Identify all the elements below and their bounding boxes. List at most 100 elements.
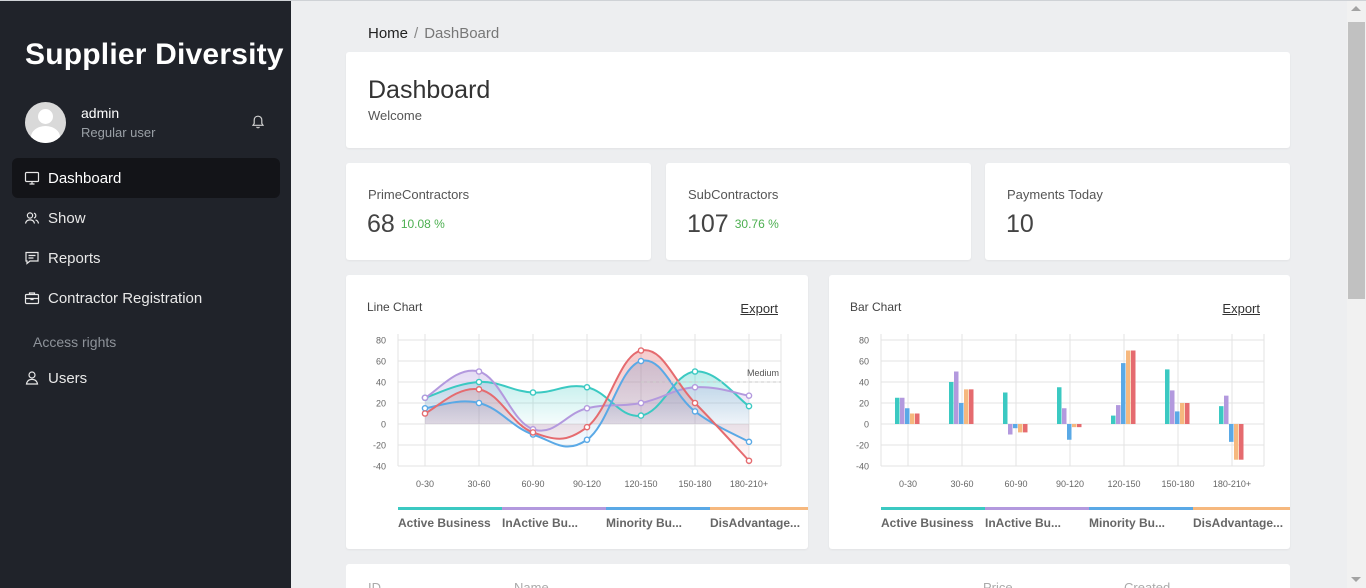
data-point xyxy=(583,423,591,431)
stat-value-wrap: 107 30.76 % xyxy=(687,210,779,239)
data-point xyxy=(475,386,483,393)
data-point xyxy=(637,412,645,419)
y-tick-label: 20 xyxy=(376,399,386,409)
sidebar-item-dashboard[interactable]: Dashboard xyxy=(12,158,280,198)
stat-label: PrimeContractors xyxy=(368,187,470,202)
table-header-id[interactable]: ID xyxy=(368,580,381,588)
legend-item-inactive-business[interactable]: InActive Bu... xyxy=(502,507,606,537)
y-tick-label: 20 xyxy=(859,399,869,409)
legend-item-active-business[interactable]: Active Business xyxy=(398,507,502,537)
data-point xyxy=(529,429,537,436)
message-icon xyxy=(25,251,39,265)
legend-item-minority-business[interactable]: Minority Bu... xyxy=(606,507,710,537)
bar-mark xyxy=(1008,424,1013,435)
x-tick-label: 180-210+ xyxy=(1213,479,1251,489)
table-header-created[interactable]: Created xyxy=(1124,580,1171,588)
line-chart: 80 60 40 20 0 -20 -40 0-30 30-60 60-90 90-120 120-1… xyxy=(373,334,782,489)
x-tick-label: 150-180 xyxy=(1161,479,1194,489)
data-point xyxy=(745,392,753,399)
avatar[interactable] xyxy=(25,102,66,143)
y-tick-label: 80 xyxy=(376,336,386,346)
table-header-price[interactable]: Price xyxy=(983,580,1013,588)
data-point xyxy=(691,383,699,391)
bar-mark xyxy=(1165,369,1170,424)
legend-label: Minority Bu... xyxy=(606,516,682,530)
bar-mark xyxy=(1126,350,1131,424)
bar-mark xyxy=(1175,411,1180,424)
legend-swatch xyxy=(710,507,808,510)
monitor-icon xyxy=(24,171,40,185)
page-subtitle: Welcome xyxy=(368,108,422,123)
bell-icon[interactable] xyxy=(250,114,266,130)
data-point xyxy=(691,408,699,415)
breadcrumb: Home / DashBoard xyxy=(368,25,499,42)
bar-mark xyxy=(964,389,969,424)
y-tick-label: 60 xyxy=(859,357,869,367)
user-name: admin xyxy=(81,105,120,121)
sidebar-item-contractor-registration[interactable]: Contractor Registration xyxy=(12,278,280,318)
bar-mark xyxy=(969,389,974,424)
sidebar-item-reports[interactable]: Reports xyxy=(12,238,280,278)
sidebar-item-show[interactable]: Show xyxy=(12,198,280,238)
bar-chart-card: Bar Chart Export 80 60 40 20 0 -20 -40 0-30 30-6… xyxy=(829,275,1290,549)
legend-swatch xyxy=(985,507,1089,510)
scroll-up-arrow-icon[interactable] xyxy=(1351,6,1361,11)
data-point xyxy=(583,404,591,412)
y-tick-label: 0 xyxy=(381,420,386,430)
access-rights-heading: Access rights xyxy=(33,334,117,350)
legend-swatch xyxy=(606,507,710,510)
bar-chart: 80 60 40 20 0 -20 -40 0-30 30-60 60-90 90-120 120-1… xyxy=(856,334,1265,489)
bar-mark xyxy=(1062,408,1067,424)
x-tick-label: 60-90 xyxy=(1004,479,1027,489)
legend-item-minority-business[interactable]: Minority Bu... xyxy=(1089,507,1193,537)
bar-mark xyxy=(1234,424,1239,460)
bar-mark xyxy=(959,403,964,424)
data-table-card: ID Name Price Created xyxy=(346,564,1290,588)
legend-item-inactive-business[interactable]: InActive Bu... xyxy=(985,507,1089,537)
legend-item-active-business[interactable]: Active Business xyxy=(881,507,985,537)
user-role: Regular user xyxy=(81,125,156,140)
x-tick-label: 30-60 xyxy=(950,479,973,489)
stat-value: 107 xyxy=(687,210,729,238)
legend-label: Active Business xyxy=(881,516,974,530)
sidebar-item-label: Contractor Registration xyxy=(48,289,203,307)
legend-item-disadvantaged-business[interactable]: DisAdvantage... xyxy=(710,507,808,537)
bar-mark xyxy=(1180,403,1185,424)
y-tick-label: -40 xyxy=(856,462,869,472)
data-point xyxy=(421,410,429,417)
data-point xyxy=(745,457,753,465)
x-tick-label: 60-90 xyxy=(521,479,544,489)
legend-label: InActive Bu... xyxy=(985,516,1062,530)
x-tick-label: 90-120 xyxy=(573,479,601,489)
user-icon xyxy=(25,371,39,385)
line-chart-export-button[interactable]: Export xyxy=(740,301,778,316)
y-tick-label: -40 xyxy=(373,462,386,472)
data-point xyxy=(637,357,645,365)
bar-mark xyxy=(1121,363,1126,424)
data-point xyxy=(637,399,645,407)
line-chart-card: Line Chart Export 80 60 40 20 0 -20 -40 0-30 30-… xyxy=(346,275,808,549)
stat-card-sub-contractors: SubContractors 107 30.76 % xyxy=(666,163,971,260)
bar-mark xyxy=(1224,395,1229,424)
stat-label: SubContractors xyxy=(688,187,779,202)
bar-mark xyxy=(1219,406,1224,424)
breadcrumb-separator: / xyxy=(414,25,419,42)
user-profile: admin Regular user xyxy=(25,102,275,143)
bar-mark xyxy=(895,397,900,424)
legend-swatch xyxy=(502,507,606,510)
y-tick-label: 80 xyxy=(859,336,869,346)
legend-swatch xyxy=(1089,507,1193,510)
bar-mark xyxy=(910,413,915,424)
data-point xyxy=(475,368,483,375)
legend-item-disadvantaged-business[interactable]: DisAdvantage... xyxy=(1193,507,1290,537)
scrollbar-thumb[interactable] xyxy=(1348,22,1365,299)
breadcrumb-home[interactable]: Home xyxy=(368,25,409,42)
scroll-down-arrow-icon[interactable] xyxy=(1351,577,1361,582)
table-header-name[interactable]: Name xyxy=(514,580,549,588)
stat-percent: 10.08 % xyxy=(400,217,445,231)
bar-chart-title: Bar Chart xyxy=(850,300,902,314)
bar-mark xyxy=(1170,390,1175,424)
legend-label: DisAdvantage... xyxy=(710,516,801,530)
bar-chart-export-button[interactable]: Export xyxy=(1222,301,1260,316)
sidebar-item-users[interactable]: Users xyxy=(12,358,280,398)
